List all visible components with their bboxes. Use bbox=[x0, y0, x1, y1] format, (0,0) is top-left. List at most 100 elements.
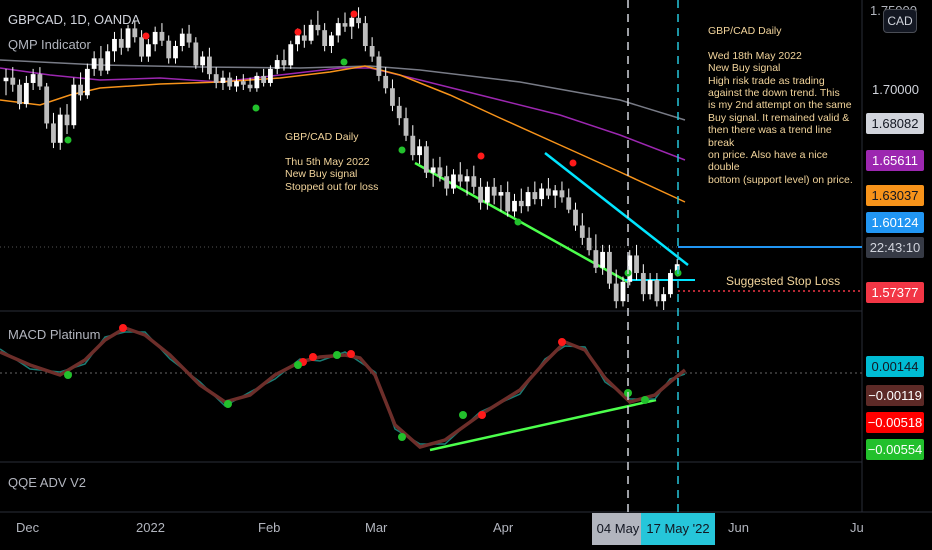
candle-body bbox=[383, 75, 389, 89]
candle-body bbox=[518, 200, 524, 207]
candle-body bbox=[247, 84, 253, 89]
candle-body bbox=[37, 74, 43, 87]
candle-body bbox=[525, 192, 531, 207]
qqe-indicator-label[interactable]: QQE ADV V2 bbox=[8, 475, 87, 490]
candle-body bbox=[10, 77, 16, 85]
candle-body bbox=[566, 197, 572, 210]
note-may18: GBP/CAD Daily Wed 18th May 2022 New Buy … bbox=[708, 25, 853, 186]
candle-body bbox=[112, 38, 117, 52]
candle-body bbox=[220, 77, 226, 83]
time-label-jun: Jun bbox=[728, 520, 749, 535]
time-label-mar: Mar bbox=[365, 520, 388, 535]
stop-loss-label: Suggested Stop Loss bbox=[726, 274, 841, 288]
candle-body bbox=[498, 192, 504, 196]
buy-dot bbox=[398, 146, 406, 154]
candle-body bbox=[620, 281, 626, 302]
candle-body bbox=[403, 118, 409, 136]
candle-body bbox=[166, 40, 172, 59]
candle-body bbox=[634, 255, 639, 274]
candle-body bbox=[532, 192, 538, 200]
macd-green-dot bbox=[294, 361, 302, 369]
candle-body bbox=[152, 31, 158, 45]
buy-dot bbox=[514, 218, 522, 226]
candle-body bbox=[64, 114, 70, 126]
candle-body bbox=[396, 105, 402, 119]
time-label-2022: 2022 bbox=[136, 520, 165, 535]
candle-body bbox=[430, 167, 436, 173]
price-tag-ma-gray: 1.68082 bbox=[866, 113, 924, 134]
note-may5: GBP/CAD Daily Thu 5th May 2022 New Buy s… bbox=[285, 131, 379, 193]
qmp-indicator-label[interactable]: QMP Indicator bbox=[8, 37, 91, 52]
price-tag-ma-orange: 1.63037 bbox=[866, 185, 924, 206]
candle-body bbox=[390, 88, 395, 106]
candle-body bbox=[376, 56, 382, 76]
macd-green-dot bbox=[64, 371, 72, 379]
candle-body bbox=[552, 190, 558, 196]
candle-body bbox=[118, 38, 124, 48]
candle-body bbox=[78, 84, 83, 96]
candle-body bbox=[193, 42, 199, 66]
candle-body bbox=[668, 273, 673, 295]
macd-divergence-line bbox=[429, 398, 657, 452]
candle-body bbox=[213, 74, 219, 83]
candle-body bbox=[640, 273, 646, 295]
candle-body bbox=[369, 46, 375, 57]
macd-tag-green: −0.00554 bbox=[866, 439, 924, 460]
candle-body bbox=[57, 114, 63, 143]
macd-red-dot bbox=[558, 338, 566, 346]
candle-body bbox=[322, 30, 328, 46]
candle-body bbox=[654, 280, 660, 302]
candle-body bbox=[505, 192, 511, 212]
candle-body bbox=[207, 56, 212, 75]
candle-body bbox=[315, 24, 321, 31]
candle-body bbox=[268, 68, 273, 83]
buy-dot bbox=[252, 104, 260, 112]
macd-red-dot bbox=[478, 411, 486, 419]
candle-body bbox=[457, 174, 463, 182]
candle-body bbox=[593, 250, 599, 268]
candle-body bbox=[30, 74, 36, 83]
candle-body bbox=[159, 31, 165, 41]
candle-body bbox=[661, 294, 667, 302]
candle-body bbox=[125, 28, 131, 48]
candle-body bbox=[23, 82, 29, 105]
candle-body bbox=[484, 186, 490, 203]
resistance-trendline bbox=[544, 152, 689, 266]
symbol-title[interactable]: GBPCAD, 1D, OANDA bbox=[8, 12, 141, 27]
candle-body bbox=[105, 51, 111, 71]
price-tick-1-70: 1.70000 bbox=[872, 82, 919, 97]
candle-body bbox=[254, 75, 260, 89]
candle-body bbox=[444, 176, 450, 189]
candle-body bbox=[200, 56, 206, 66]
candle-body bbox=[613, 283, 619, 302]
candle-body bbox=[437, 167, 443, 177]
candle-body bbox=[145, 44, 151, 57]
candle-body bbox=[308, 24, 314, 41]
macd-tag-brown: −0.00119 bbox=[866, 385, 924, 406]
sell-dot bbox=[477, 152, 485, 160]
candle-body bbox=[3, 77, 9, 82]
candle-body bbox=[173, 46, 178, 59]
candle-body bbox=[51, 123, 56, 143]
macd-red-dot bbox=[119, 324, 127, 332]
candle-body bbox=[539, 188, 545, 200]
time-label-feb: Feb bbox=[258, 520, 281, 535]
sell-dot bbox=[350, 10, 358, 18]
macd-green-dot bbox=[641, 396, 649, 404]
candle-body bbox=[335, 23, 341, 36]
buy-dot bbox=[64, 136, 72, 144]
macd-red-dot bbox=[347, 350, 355, 358]
currency-badge[interactable]: CAD bbox=[883, 9, 917, 33]
candle-body bbox=[261, 75, 267, 83]
macd-green-dot bbox=[224, 400, 232, 408]
candle-body bbox=[329, 35, 334, 46]
macd-indicator-label[interactable]: MACD Platinum bbox=[8, 327, 101, 342]
candle-body bbox=[471, 176, 477, 187]
candle-body bbox=[71, 84, 77, 126]
candle-body bbox=[349, 17, 355, 27]
candle-body bbox=[84, 68, 90, 96]
time-highlight-may4: 04 May bbox=[592, 513, 644, 545]
time-label-dec: Dec bbox=[16, 520, 40, 535]
sell-dot bbox=[294, 28, 302, 36]
